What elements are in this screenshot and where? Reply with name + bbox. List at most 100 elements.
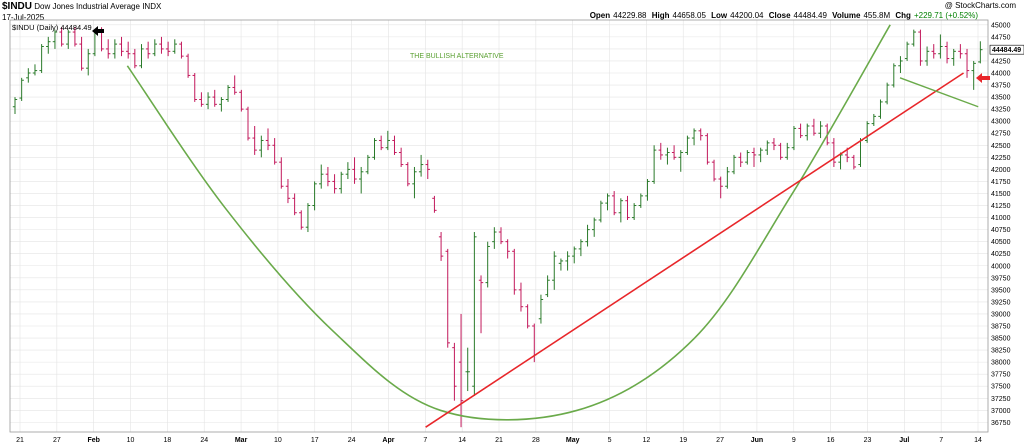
ohlc-bar	[651, 145, 657, 184]
ohlc-bar	[492, 227, 497, 249]
ohlc-bar	[518, 282, 524, 312]
chart-date: 17-Jul-2025	[2, 13, 45, 22]
ohlc-bar	[891, 63, 896, 88]
ohlc-bar	[245, 106, 251, 141]
ohlc-bar	[79, 36, 84, 71]
ohlc-bar	[132, 48, 138, 69]
ohlc-bar	[165, 41, 171, 57]
x-tick-label: 27	[716, 437, 724, 444]
ohlc-bar	[924, 46, 930, 66]
ohlc-bar	[512, 248, 517, 295]
x-tick-label: May	[566, 437, 580, 444]
ohlc-bar	[372, 138, 377, 160]
ohlc-bar	[611, 191, 617, 216]
ohlc-bar	[112, 39, 118, 59]
y-tick-label: 37000	[991, 408, 1011, 415]
x-tick-label: Jun	[751, 437, 763, 444]
x-tick-label: 21	[495, 437, 503, 444]
ohlc-bar	[39, 44, 44, 74]
ohlc-bar	[172, 39, 177, 54]
ohlc-bar	[279, 157, 284, 189]
bullish-alternative-annotation: THE BULLISH ALTERNATIVE	[410, 53, 504, 60]
ohlc-bar	[525, 304, 530, 329]
ohlc-bar	[758, 147, 763, 163]
ohlc-bar	[392, 135, 397, 155]
plot-border	[9, 19, 989, 433]
ohlc-bar	[725, 166, 730, 189]
ohlc-bar	[345, 162, 351, 180]
ohlc-bar	[538, 294, 544, 324]
ohlc-bar	[878, 99, 883, 119]
ohlc-bar	[332, 174, 337, 194]
y-tick-label: 42750	[991, 131, 1011, 138]
ohlc-bar	[678, 150, 683, 172]
x-tick-label: 9	[792, 437, 796, 444]
ohlc-bar	[225, 85, 231, 102]
ohlc-bar	[19, 77, 24, 101]
ohlc-bar	[791, 126, 797, 151]
y-axis-labels: 36750 37000 37250 37500 37750 38000 38250 38500…	[991, 22, 1011, 427]
y-tick-label: 39250	[991, 299, 1011, 306]
ohlc-bar	[319, 164, 324, 189]
ohlc-bar	[745, 150, 750, 165]
x-tick-label: 28	[532, 437, 540, 444]
ohlc-bar	[645, 179, 650, 201]
x-tick-label: Feb	[87, 437, 99, 444]
ohlc-bar	[505, 239, 510, 259]
ohlc-bar	[59, 27, 64, 47]
ohlc-bar	[292, 193, 297, 216]
ohlc-bar	[585, 224, 590, 247]
y-tick-label: 39500	[991, 287, 1011, 294]
ohlc-bar	[958, 44, 963, 59]
ohlc-bar	[339, 171, 344, 194]
ohlc-bar	[452, 342, 457, 401]
y-tick-label: 37250	[991, 396, 1011, 403]
ohlc-bar	[931, 44, 936, 59]
x-tick-label: 23	[864, 437, 872, 444]
ohlc-bar	[358, 166, 364, 194]
ohlc-bar	[418, 154, 424, 177]
ticker-symbol: $INDU	[2, 1, 33, 12]
x-tick-label: 14	[974, 437, 982, 444]
ohlc-bar	[265, 128, 271, 151]
x-tick-label: 24	[348, 437, 356, 444]
ohlc-bar	[378, 135, 384, 151]
y-tick-label: 41500	[991, 191, 1011, 198]
ohlc-bar	[631, 203, 637, 220]
ohlc-bar	[558, 258, 564, 271]
ohlc-bar	[139, 44, 144, 69]
low-label: Low	[711, 11, 728, 20]
bullish-alternative-curve	[126, 24, 891, 421]
y-tick-label: 40250	[991, 251, 1011, 258]
y-tick-label: 44250	[991, 58, 1011, 65]
ohlc-bar	[285, 179, 291, 204]
ohlc-bar	[711, 159, 717, 182]
high-label: High	[651, 11, 670, 20]
ohlc-bar	[918, 29, 923, 66]
y-tick-label: 41750	[991, 179, 1011, 186]
y-tick-label: 38000	[991, 360, 1011, 367]
x-tick-label: 17	[311, 437, 319, 444]
ohlc-bar	[658, 142, 663, 160]
ohlc-bar	[971, 60, 976, 90]
ohlc-bar	[312, 181, 317, 211]
chg-value: +229.71 (+0.52%)	[913, 11, 978, 20]
ohlc-bar	[432, 195, 437, 213]
ohlc-bar	[212, 89, 217, 107]
x-tick-label: Jul	[899, 437, 909, 444]
x-tick-label: 7	[423, 437, 427, 444]
ohlc-bar	[125, 41, 131, 59]
close-value: 44484.49	[793, 11, 827, 20]
y-tick-label: 40500	[991, 239, 1011, 246]
ohlc-bar	[398, 147, 404, 167]
ohlc-bar	[465, 347, 470, 392]
y-tick-label: 38750	[991, 323, 1011, 330]
y-tick-label: 42000	[991, 167, 1011, 174]
ohlc-bar	[185, 53, 191, 78]
ohlc-bar	[751, 147, 757, 167]
index-name: Dow Jones Industrial Average	[34, 2, 140, 11]
ohlc-bar	[26, 68, 31, 83]
y-tick-label: 40750	[991, 227, 1011, 234]
ohlc-bar	[205, 92, 211, 110]
ohlc-bar	[785, 142, 790, 160]
